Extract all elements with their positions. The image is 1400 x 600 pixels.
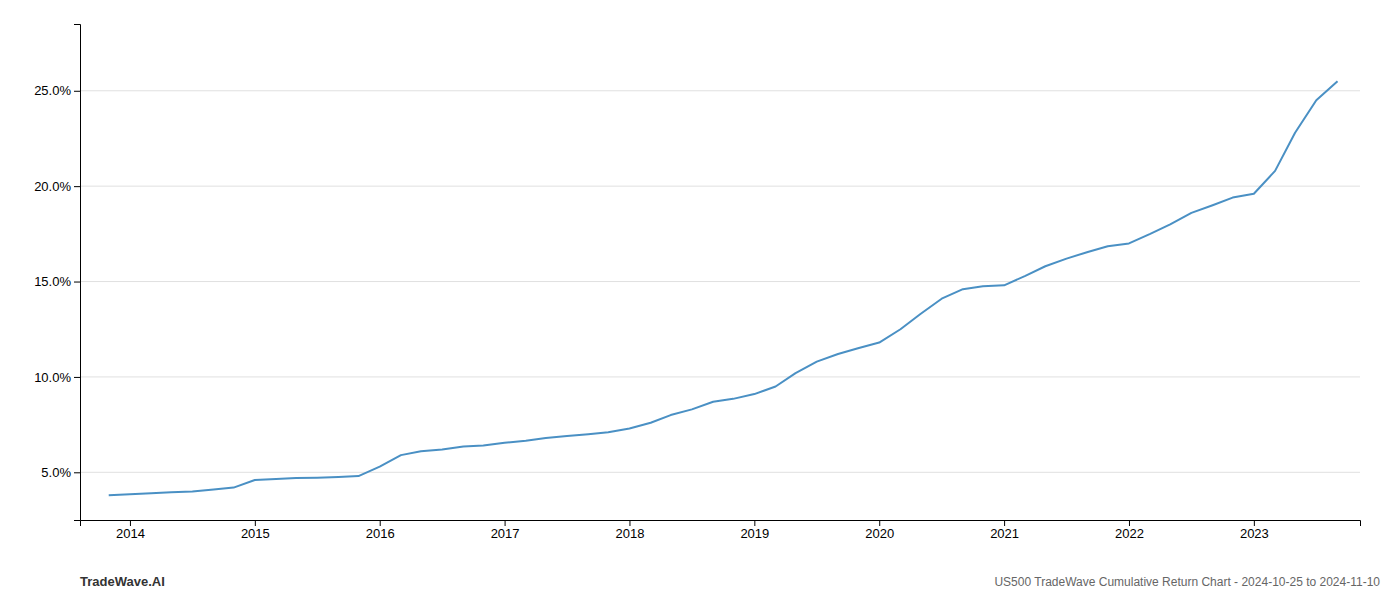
- tick: 2019: [740, 520, 769, 541]
- grid-line: [80, 376, 1360, 377]
- tick-mark: [74, 186, 80, 187]
- tick-label: 2021: [990, 526, 1019, 541]
- tick-mark: [74, 472, 80, 473]
- tick-mark: [1254, 520, 1255, 526]
- plot: 2014 2015 2016 2017 2018 2019 2020 2021 2022 2023…: [34, 25, 1360, 542]
- grid-line: [80, 186, 1360, 187]
- tick-label: 2016: [366, 526, 395, 541]
- tick-mark: [629, 520, 630, 526]
- tick-label: 25.0%: [34, 83, 71, 98]
- tick-mark: [74, 91, 80, 92]
- tick-label: 2014: [116, 526, 145, 541]
- tick: 5.0%: [41, 465, 80, 480]
- tick-mark: [1129, 520, 1130, 526]
- grid-line: [80, 90, 1360, 91]
- tick-label: 15.0%: [34, 274, 71, 289]
- tick-label: 5.0%: [41, 465, 71, 480]
- axis-line: [74, 25, 81, 521]
- axis-line: [81, 521, 1361, 527]
- grid-line: [80, 281, 1360, 282]
- tick-label: 2017: [491, 526, 520, 541]
- tick-mark: [255, 520, 256, 526]
- x-axis: 2014 2015 2016 2017 2018 2019 2020 2021 2022 2023: [81, 520, 1361, 541]
- tick: 2020: [865, 520, 894, 541]
- tick-label: 2019: [740, 526, 769, 541]
- tick-label: 2020: [865, 526, 894, 541]
- tick-label: 2022: [1115, 526, 1144, 541]
- line: [109, 81, 1338, 495]
- tick: 2017: [491, 520, 520, 541]
- tick: 10.0%: [34, 370, 80, 385]
- tick: 2015: [241, 520, 270, 541]
- tick: 2014: [116, 520, 145, 541]
- tick-label: 2018: [616, 526, 645, 541]
- tick-label: 2015: [241, 526, 270, 541]
- tick-mark: [505, 520, 506, 526]
- tick: 20.0%: [34, 179, 80, 194]
- tick-label: 20.0%: [34, 179, 71, 194]
- grid: [80, 91, 1360, 473]
- tick-mark: [754, 520, 755, 526]
- marks: [109, 81, 1338, 495]
- tick-mark: [1004, 520, 1005, 526]
- tick: 2016: [366, 520, 395, 541]
- y-axis: 5.0% 10.0% 15.0% 20.0% 25.0%: [34, 25, 80, 521]
- tick-mark: [130, 520, 131, 526]
- tick-label: 10.0%: [34, 370, 71, 385]
- grid-line: [80, 472, 1360, 473]
- tick-mark: [879, 520, 880, 526]
- tick: 2022: [1115, 520, 1144, 541]
- title: US500 TradeWave Cumulative Return Chart …: [994, 575, 1380, 589]
- tick: 2018: [616, 520, 645, 541]
- tick: 2023: [1240, 520, 1269, 541]
- annotation: TradeWave.AI: [80, 574, 165, 589]
- tick-mark: [74, 282, 80, 283]
- chart: 2014 2015 2016 2017 2018 2019 2020 2021 2022 2023…: [0, 0, 1400, 600]
- tick: 2021: [990, 520, 1019, 541]
- tick: 25.0%: [34, 83, 80, 98]
- tick-mark: [74, 377, 80, 378]
- tick-label: 2023: [1240, 526, 1269, 541]
- tick-mark: [380, 520, 381, 526]
- tick: 15.0%: [34, 274, 80, 289]
